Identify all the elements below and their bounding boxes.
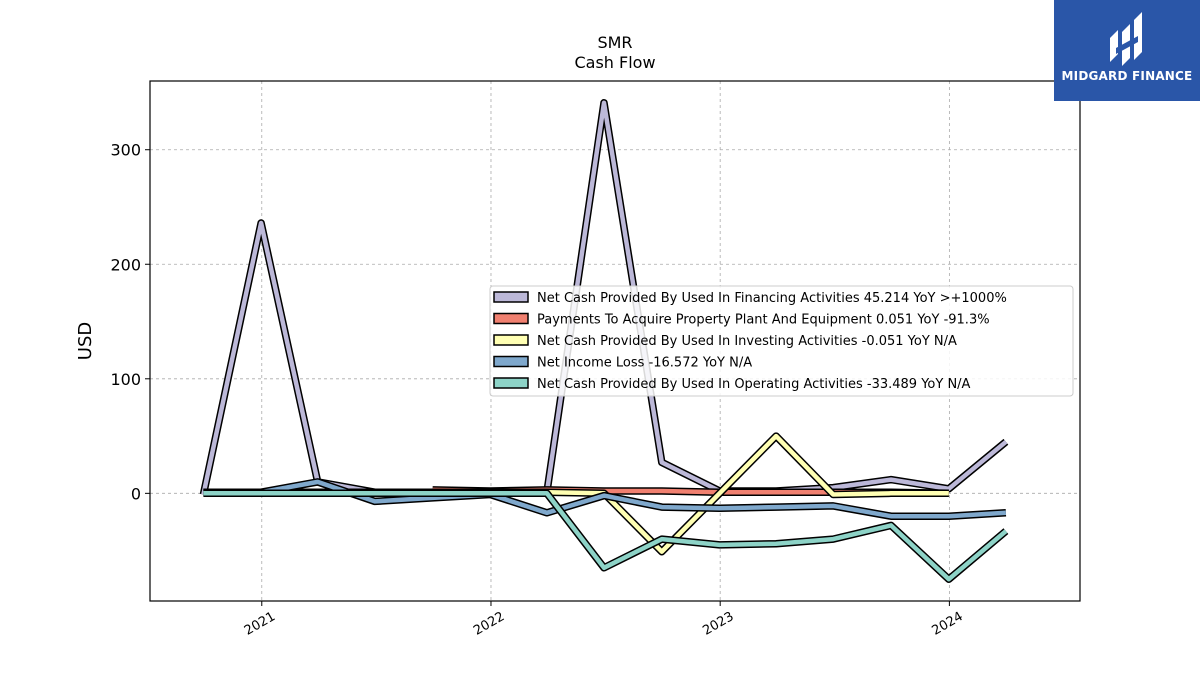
series-line-outline: [203, 478, 1007, 520]
chart-subtitle: Cash Flow: [574, 53, 655, 72]
legend-swatch: [493, 312, 529, 325]
y-tick-label: 300: [110, 141, 141, 160]
x-tick-label: 2024: [930, 609, 966, 639]
legend-entry: Net Income Loss -16.572 YoY N/A: [537, 356, 752, 371]
legend-entry: Net Cash Provided By Used In Financing A…: [537, 291, 1007, 306]
y-axis-label: USD: [75, 322, 96, 360]
legend-swatch: [493, 291, 529, 303]
legend-swatch: [493, 355, 529, 368]
y-tick-label: 0: [131, 484, 141, 503]
legend-entry: Payments To Acquire Property Plant And E…: [537, 313, 990, 328]
x-axis-ticks: 2021 2022 2023 2024: [242, 601, 966, 639]
logo-text: MIDGARD FINANCE: [1061, 69, 1193, 83]
x-tick-label: 2022: [471, 609, 507, 639]
legend-entry: Net Cash Provided By Used In Investing A…: [537, 334, 957, 349]
legend-swatch: [493, 334, 529, 346]
series-4: [203, 478, 1007, 520]
y-tick-label: 200: [110, 255, 141, 274]
legend: Net Cash Provided By Used In Financing A…: [489, 285, 1074, 397]
logo-mark-icon: [1110, 12, 1142, 66]
legend-entry: Net Cash Provided By Used In Operating A…: [537, 377, 971, 392]
series-line: [203, 479, 1007, 519]
y-tick-label: 100: [110, 370, 141, 389]
series-5: [203, 489, 1009, 583]
x-tick-label: 2021: [242, 609, 278, 639]
legend-swatch: [493, 377, 529, 389]
plot-frame: [149, 80, 1081, 602]
series-layer: [199, 99, 1009, 583]
series-line: [203, 491, 1008, 582]
x-tick-label: 2023: [700, 609, 736, 639]
chart-title: SMR: [597, 33, 632, 52]
midgard-finance-logo: MIDGARD FINANCE: [1054, 0, 1200, 101]
y-axis-ticks: 0 100 200 300: [110, 141, 150, 503]
legend-box: [489, 285, 1074, 397]
